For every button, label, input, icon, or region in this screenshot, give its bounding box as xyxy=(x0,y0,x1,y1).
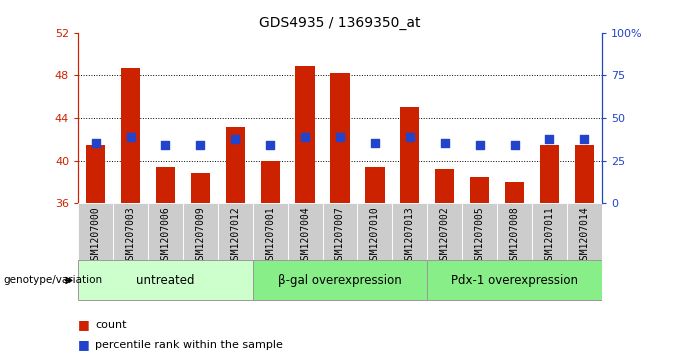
Bar xyxy=(540,144,559,203)
Bar xyxy=(497,203,532,260)
Point xyxy=(509,142,520,147)
Bar xyxy=(121,68,140,203)
Bar xyxy=(113,203,148,260)
Text: GSM1207003: GSM1207003 xyxy=(126,206,135,265)
Bar xyxy=(358,203,392,260)
Text: GSM1207008: GSM1207008 xyxy=(509,206,520,265)
Point xyxy=(160,142,171,147)
Bar xyxy=(218,203,253,260)
Bar xyxy=(392,203,427,260)
Bar xyxy=(435,169,454,203)
Bar xyxy=(470,177,489,203)
Text: GSM1207007: GSM1207007 xyxy=(335,206,345,265)
Bar xyxy=(322,203,358,260)
Bar xyxy=(183,203,218,260)
Point xyxy=(90,140,101,146)
Point xyxy=(300,134,311,140)
Text: GSM1207005: GSM1207005 xyxy=(475,206,485,265)
Text: Pdx-1 overexpression: Pdx-1 overexpression xyxy=(451,274,578,287)
Text: GSM1207006: GSM1207006 xyxy=(160,206,171,265)
Point xyxy=(474,142,485,147)
Bar xyxy=(296,66,315,203)
Bar xyxy=(505,182,524,203)
Bar xyxy=(330,73,350,203)
Bar xyxy=(575,144,594,203)
Text: GSM1207000: GSM1207000 xyxy=(90,206,101,265)
Bar xyxy=(78,260,253,301)
Point xyxy=(579,136,590,142)
Bar xyxy=(567,203,602,260)
Text: GSM1207009: GSM1207009 xyxy=(195,206,205,265)
Bar xyxy=(288,203,322,260)
Point xyxy=(439,140,450,146)
Title: GDS4935 / 1369350_at: GDS4935 / 1369350_at xyxy=(259,16,421,30)
Point xyxy=(335,134,345,140)
Text: ■: ■ xyxy=(78,338,90,351)
Point xyxy=(544,136,555,142)
Text: GSM1207013: GSM1207013 xyxy=(405,206,415,265)
Point xyxy=(265,142,275,147)
Bar xyxy=(532,203,567,260)
Point xyxy=(405,134,415,140)
Bar xyxy=(462,203,497,260)
Text: GSM1207011: GSM1207011 xyxy=(545,206,554,265)
Bar xyxy=(253,260,427,301)
Bar xyxy=(427,203,462,260)
Text: ■: ■ xyxy=(78,318,90,331)
Point xyxy=(230,136,241,142)
Point xyxy=(125,134,136,140)
Text: untreated: untreated xyxy=(136,274,194,287)
Bar xyxy=(427,260,602,301)
Bar xyxy=(226,126,245,203)
Text: GSM1207002: GSM1207002 xyxy=(440,206,449,265)
Bar xyxy=(78,203,113,260)
Text: genotype/variation: genotype/variation xyxy=(3,276,103,285)
Point xyxy=(369,140,380,146)
Text: percentile rank within the sample: percentile rank within the sample xyxy=(95,340,283,350)
Point xyxy=(195,142,206,147)
Text: GSM1207004: GSM1207004 xyxy=(300,206,310,265)
Bar xyxy=(365,167,384,203)
Text: GSM1207012: GSM1207012 xyxy=(231,206,240,265)
Text: GSM1207010: GSM1207010 xyxy=(370,206,380,265)
Bar xyxy=(253,203,288,260)
Bar xyxy=(191,174,210,203)
Bar xyxy=(148,203,183,260)
Bar xyxy=(260,160,279,203)
Text: β-gal overexpression: β-gal overexpression xyxy=(278,274,402,287)
Text: count: count xyxy=(95,320,126,330)
Text: GSM1207001: GSM1207001 xyxy=(265,206,275,265)
Bar xyxy=(156,167,175,203)
Text: GSM1207014: GSM1207014 xyxy=(579,206,590,265)
Bar xyxy=(86,144,105,203)
Bar xyxy=(401,107,420,203)
